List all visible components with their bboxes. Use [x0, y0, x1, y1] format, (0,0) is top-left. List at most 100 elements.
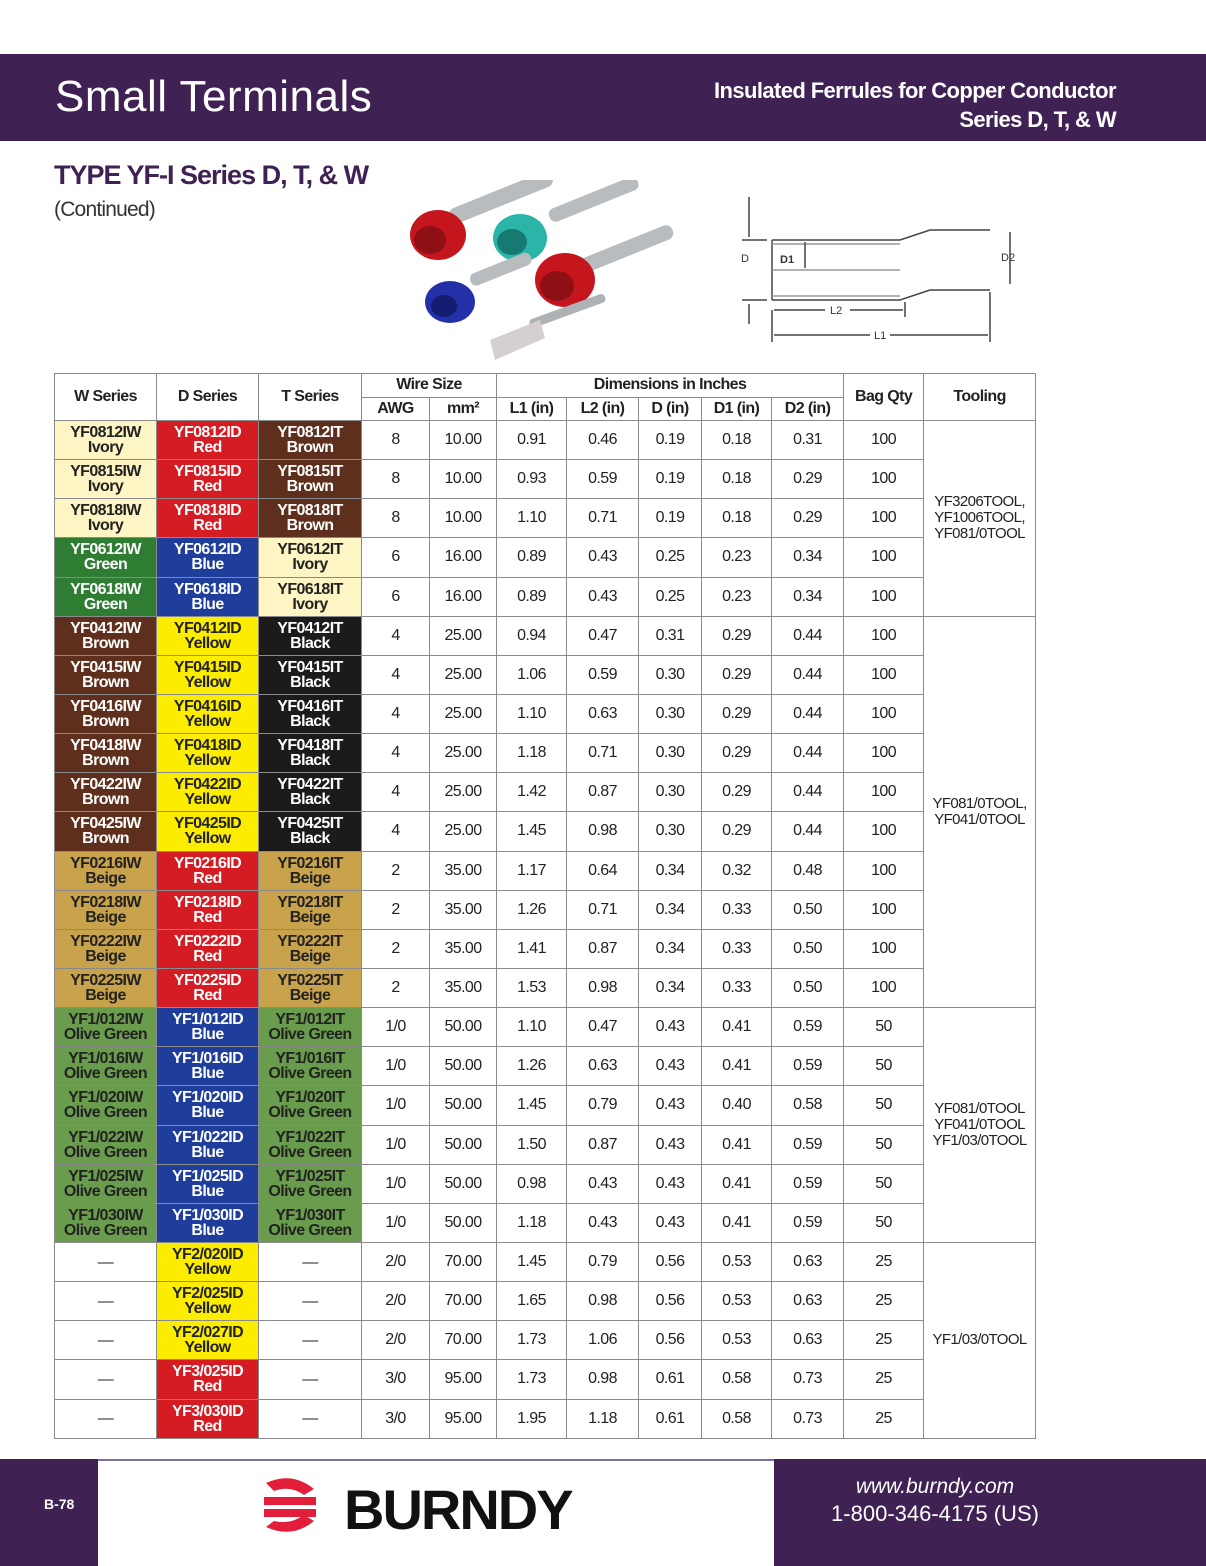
- t-series-cell: YF0418IT Black: [258, 733, 362, 774]
- di-cell: 0.61: [638, 1359, 702, 1400]
- part-number: YF1/016IW: [68, 1050, 143, 1068]
- part-number: YF0416ID: [173, 698, 242, 716]
- color-name: Yellow: [184, 634, 231, 652]
- t-series-cell: YF1/030IT Olive Green: [258, 1202, 362, 1243]
- mm2-cell: 16.00: [429, 576, 497, 617]
- l2-cell: 0.46: [566, 419, 639, 461]
- color-name: Olive Green: [268, 1143, 352, 1161]
- part-number: YF0225IT: [277, 972, 343, 990]
- mm2-cell: 35.00: [429, 889, 497, 930]
- part-number: YF0422ID: [173, 776, 242, 794]
- qty-cell: 100: [843, 498, 925, 539]
- part-number: YF0815IW: [70, 463, 141, 481]
- t-series-cell: YF0218IT Beige: [258, 889, 362, 930]
- part-number: YF1/012ID: [171, 1011, 244, 1029]
- mm2-cell: 10.00: [429, 498, 497, 539]
- di-cell: 0.61: [638, 1398, 702, 1439]
- d-series-cell: YF0218ID Red: [156, 889, 259, 930]
- awg-cell: 4: [361, 772, 430, 813]
- page-number: B-78: [44, 1496, 75, 1512]
- d2-cell: 0.29: [770, 498, 845, 539]
- qty-cell: 100: [843, 576, 925, 617]
- part-number: YF0218IW: [70, 893, 141, 911]
- color-name: Green: [83, 556, 128, 574]
- awg-cell: 2: [361, 967, 430, 1009]
- color-name: Brown: [82, 752, 129, 770]
- di-cell: 0.43: [638, 1124, 702, 1165]
- table-row: YF0618IW Green YF0618ID Blue YF0618IT Ivory 6 1…: [54, 576, 1036, 617]
- mm2-cell: 25.00: [429, 654, 497, 695]
- color-name: Olive Green: [268, 1026, 352, 1044]
- color-name: Yellow: [184, 830, 231, 848]
- w-series-cell: YF0412IW Brown: [54, 615, 157, 656]
- d-series-cell: YF1/025ID Blue: [156, 1163, 259, 1204]
- color-name: Red: [193, 947, 222, 965]
- table-row: YF0425IW Brown YF0425ID Yellow YF0425IT Black…: [54, 811, 1036, 852]
- awg-cell: 1/0: [361, 1007, 430, 1048]
- color-name: Brown: [82, 791, 129, 809]
- color-name: Olive Green: [63, 1026, 148, 1044]
- mm2-cell: 50.00: [429, 1202, 497, 1243]
- di-cell: 0.43: [638, 1163, 702, 1204]
- d2-cell: 0.34: [770, 576, 845, 617]
- w-series-cell: YF0415IW Brown: [54, 654, 157, 695]
- color-name: Yellow: [184, 1300, 231, 1318]
- part-number: YF1/016IT: [275, 1050, 345, 1068]
- di-cell: 0.43: [638, 1046, 702, 1087]
- mm2-cell: 50.00: [429, 1124, 497, 1165]
- qty-cell: 50: [843, 1202, 925, 1243]
- part-number: YF0218IT: [277, 893, 343, 911]
- part-number: YF0225IW: [70, 972, 141, 990]
- part-number: YF0425ID: [173, 815, 242, 833]
- header-d2: D2 (in): [770, 396, 845, 421]
- header-tooling: Tooling: [923, 373, 1037, 421]
- color-name: Black: [290, 830, 330, 848]
- mm2-cell: 25.00: [429, 811, 497, 852]
- qty-cell: 100: [843, 772, 925, 813]
- table-row: YF0225IW Beige YF0225ID Red YF0225IT Beige 2 35…: [54, 967, 1036, 1009]
- l1-cell: 0.94: [496, 615, 567, 656]
- d-series-cell: YF0818ID Red: [156, 498, 259, 539]
- part-number: YF1/025IT: [275, 1167, 345, 1185]
- part-number: YF1/025IW: [68, 1167, 143, 1185]
- qty-cell: 25: [843, 1320, 925, 1361]
- l2-cell: 0.98: [566, 1359, 639, 1400]
- l1-cell: 0.89: [496, 576, 567, 617]
- part-number: YF0818IW: [70, 502, 141, 520]
- color-name: Red: [193, 439, 222, 457]
- header-t-series: T Series: [258, 373, 362, 421]
- table-row: YF1/016IW Olive Green YF1/016ID Blue YF1/016…: [54, 1046, 1036, 1087]
- qty-cell: 50: [843, 1124, 925, 1165]
- header-l1: L1 (in): [496, 396, 567, 421]
- part-number: YF0216IW: [70, 854, 141, 872]
- qty-cell: 50: [843, 1163, 925, 1204]
- color-name: Olive Green: [268, 1065, 352, 1083]
- qty-cell: 100: [843, 654, 925, 695]
- w-series-cell: YF0422IW Brown: [54, 772, 157, 813]
- l2-cell: 0.87: [566, 1124, 639, 1165]
- l1-cell: 1.45: [496, 811, 567, 852]
- d2-cell: 0.34: [770, 537, 845, 578]
- d1-cell: 0.29: [701, 733, 772, 774]
- d-series-cell: YF1/012ID Blue: [156, 1007, 259, 1048]
- l2-cell: 0.71: [566, 733, 639, 774]
- awg-cell: 1/0: [361, 1163, 430, 1204]
- color-name: Olive Green: [63, 1221, 148, 1239]
- part-number: YF0416IW: [70, 698, 141, 716]
- tool-name: YF081/0TOOL: [934, 525, 1025, 543]
- color-name: Yellow: [184, 673, 231, 691]
- mm2-cell: 70.00: [429, 1241, 497, 1283]
- qty-cell: 25: [843, 1398, 925, 1439]
- part-number: YF1/020IT: [275, 1089, 345, 1107]
- awg-cell: 1/0: [361, 1085, 430, 1126]
- d1-cell: 0.33: [701, 928, 772, 969]
- d-series-cell: YF1/030ID Blue: [156, 1202, 259, 1243]
- website-link[interactable]: www.burndy.com: [855, 1475, 1015, 1498]
- color-name: Red: [193, 908, 222, 926]
- label-d1: D1: [780, 254, 794, 266]
- d2-cell: 0.44: [770, 654, 845, 695]
- d2-cell: 0.44: [770, 733, 845, 774]
- di-cell: 0.34: [638, 967, 702, 1009]
- part-number: YF0812ID: [173, 424, 242, 442]
- di-cell: 0.25: [638, 576, 702, 617]
